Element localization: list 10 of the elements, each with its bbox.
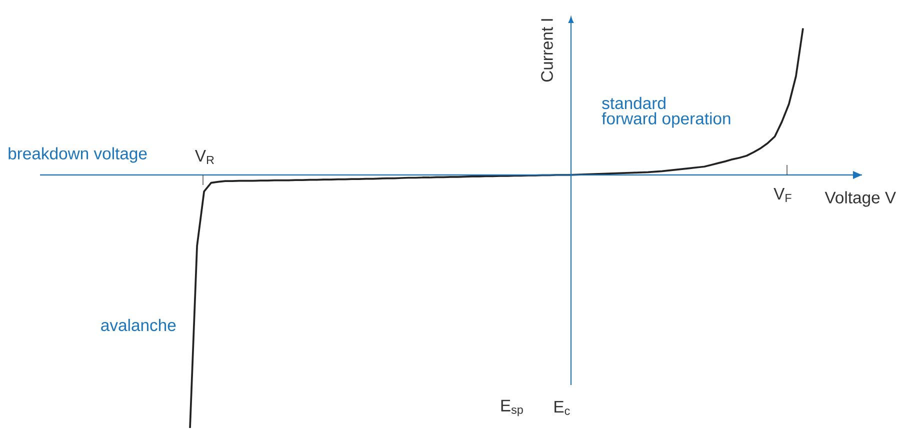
- annotation: V$_{F}$: [774, 188, 792, 202]
- y-axis-title: Current I: [541, 19, 553, 82]
- annotation: E$_{sp}$: [501, 400, 523, 416]
- annotation: standard: [602, 96, 666, 110]
- text: avalanche: [101, 318, 176, 332]
- annotation: E$_{c}$: [554, 401, 570, 415]
- annotation: forward operation: [602, 112, 730, 128]
- x-axis-title: Voltage V: [824, 191, 896, 207]
- annotation: V$_{R}$: [194, 150, 214, 164]
- text: breakdown voltage: [8, 147, 147, 163]
